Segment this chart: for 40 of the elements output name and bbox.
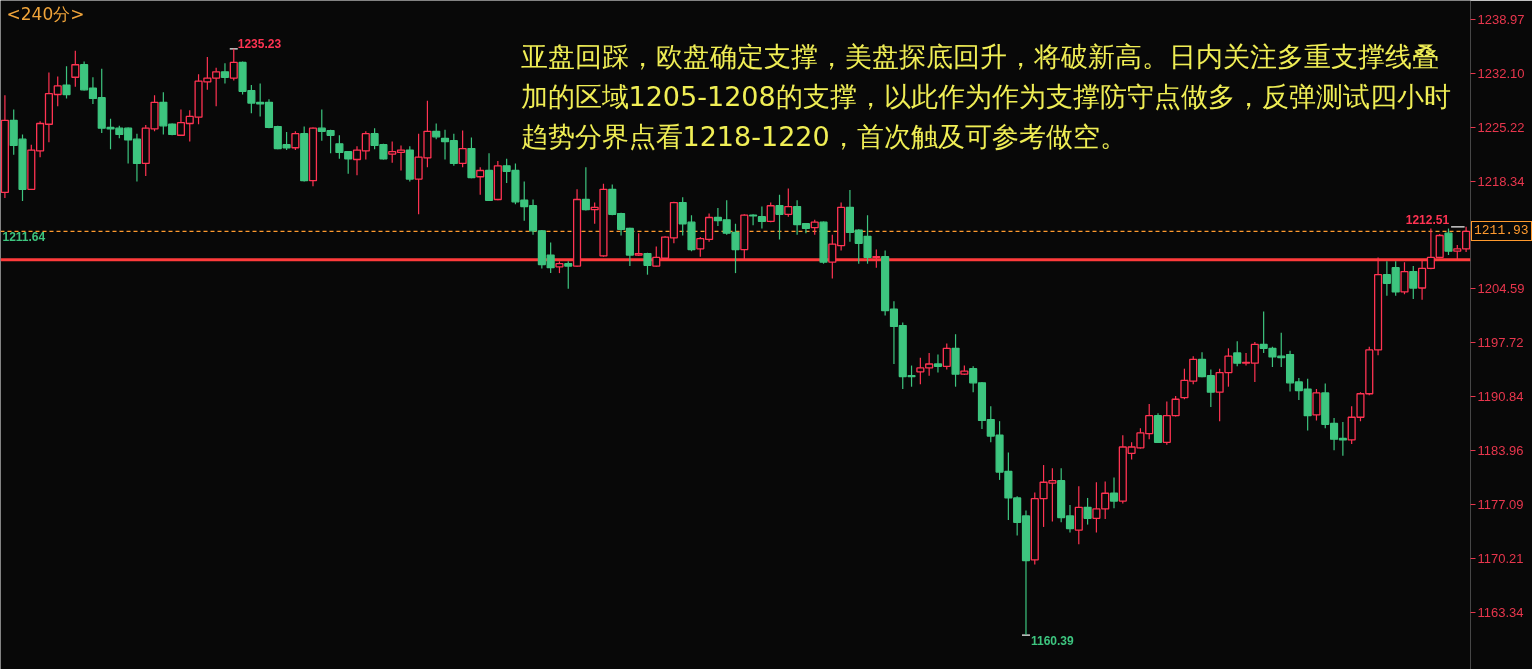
candlestick	[220, 62, 230, 85]
candlestick	[1074, 485, 1083, 545]
candlestick	[1409, 265, 1418, 300]
candlestick	[1233, 340, 1242, 367]
candlestick	[71, 50, 80, 88]
y-tick-label: 1204.59	[1477, 281, 1525, 297]
y-tick-label: 1183.96	[1477, 442, 1524, 458]
annotation: 1212.51	[1405, 212, 1450, 227]
annotation: 1160.39	[1030, 634, 1075, 649]
candlestick	[581, 166, 590, 212]
candlestick	[476, 166, 485, 196]
y-tick-label: 1170.21	[1477, 550, 1524, 566]
candlestick	[634, 232, 643, 257]
chart-title: <240分>	[6, 3, 85, 24]
candlestick	[784, 187, 793, 218]
y-tick-label: 1177.09	[1477, 496, 1524, 512]
annotation: 1211.64	[2, 230, 46, 245]
candlestick	[1400, 261, 1409, 295]
candlestick	[1083, 497, 1092, 526]
candlestick	[291, 130, 300, 151]
y-tick-label: 1163.34	[1477, 604, 1524, 620]
candlestick	[564, 260, 573, 290]
y-tick-label: 1238.97	[1477, 12, 1525, 28]
candlestick	[62, 65, 71, 100]
y-tick-label: 1190.84	[1477, 389, 1524, 405]
candlestick	[1109, 476, 1119, 509]
y-tick-label: 1232.10	[1477, 65, 1525, 81]
candlestick	[775, 194, 784, 241]
y-tick-label: 1225.22	[1477, 119, 1525, 135]
annotation: 1235.23	[237, 36, 282, 51]
y-tick-label: 1218.34	[1477, 173, 1525, 189]
candlestick	[942, 343, 951, 371]
candlestick	[458, 129, 467, 168]
annotation: 亚盘回踩，欧盘确定支撑，美盘探底回升，将破新高。日内关注多重支撑线叠加的区域1205-1208的支撑，以此作为作为支撑防守点做多，反弹测试四小时趋势分界点看1218-1220，首次触及可参考做空。	[520, 40, 1451, 153]
candlestick	[933, 353, 943, 374]
candlestick	[1312, 388, 1321, 421]
y-tick-label: 1197.72	[1477, 335, 1524, 351]
ref-line-label: 1211.93	[1471, 220, 1532, 241]
candlestick	[872, 249, 881, 269]
candlestick	[1444, 227, 1453, 256]
